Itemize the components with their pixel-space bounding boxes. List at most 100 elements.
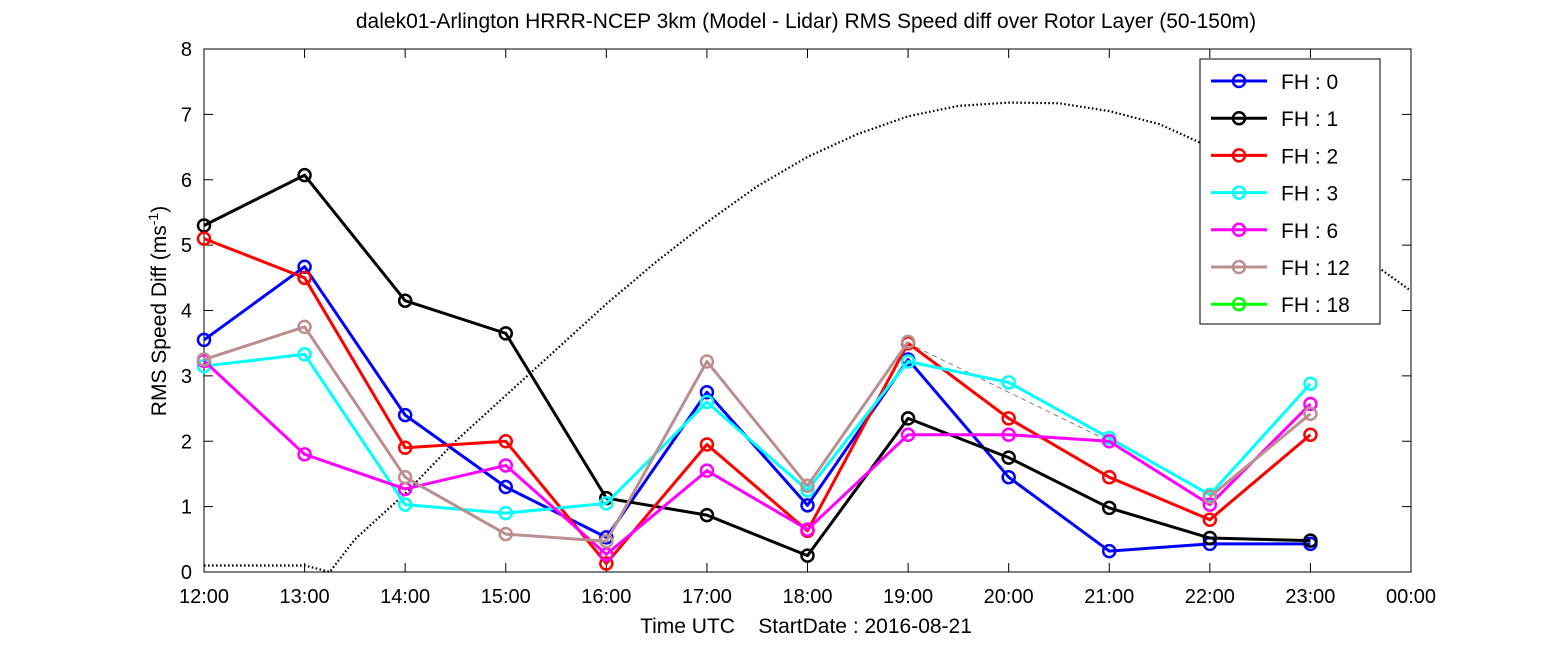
y-axis-label-sup: -1: [145, 213, 161, 226]
data-point: [297, 347, 312, 362]
data-point: [297, 167, 312, 183]
data-point: [800, 548, 815, 563]
data-point: [196, 231, 212, 246]
x-tick-label: 14:00: [380, 586, 430, 608]
legend: FH : 0 FH : 1 FH : 2 FH : 3 FH : 6 FH : 12 FH …: [1199, 58, 1381, 325]
legend-entry: FH : 1: [1211, 108, 1338, 131]
legend-entry: FH : 6: [1211, 220, 1338, 243]
y-axis-label: RMS Speed Diff (ms-1): [145, 206, 171, 416]
x-tick-label: 18:00: [782, 586, 832, 608]
legend-marker: [1231, 148, 1247, 163]
series-line: [1208, 412, 1312, 498]
data-point: [498, 526, 513, 542]
data-point: [800, 478, 815, 493]
data-point: [397, 469, 413, 485]
data-point: [1102, 434, 1117, 449]
data-point: [498, 326, 513, 341]
x-tick-labels: 12:00 13:00 14:00 15:00 16:00 17:00 18:00 19:00…: [179, 586, 1436, 608]
x-tick-label: 13:00: [280, 586, 330, 608]
legend-marker: [1231, 259, 1247, 275]
series-line: [203, 237, 1312, 566]
data-point: [1202, 497, 1218, 512]
x-tick-label: 19:00: [883, 586, 933, 608]
data-point: [599, 496, 614, 511]
data-point: [1202, 530, 1218, 546]
data-point: [498, 505, 513, 521]
data-point: [900, 411, 916, 426]
data-point: [1303, 406, 1318, 422]
data-point: [599, 556, 614, 571]
x-tick-label: 16:00: [581, 586, 631, 608]
legend-label: FH : 2: [1281, 145, 1338, 168]
y-tick-label: 6: [181, 170, 192, 192]
data-point: [699, 394, 715, 410]
y-axis-label-end: ): [148, 206, 171, 213]
x-axis-label: Time UTC StartDate : 2016-08-21: [640, 615, 972, 638]
legend-entry: FH : 0: [1211, 71, 1338, 94]
series-line: [203, 352, 1312, 515]
legend-label: FH : 6: [1281, 220, 1338, 243]
data-point: [1001, 469, 1016, 485]
x-tick-label: 12:00: [179, 586, 229, 608]
x-tick-label: 23:00: [1285, 586, 1335, 608]
data-point: [297, 319, 312, 335]
data-point: [800, 498, 815, 513]
legend-box: [1199, 58, 1381, 325]
series-line: [203, 325, 910, 543]
chart-title: dalek01-Arlington HRRR-NCEP 3km (Model -…: [356, 10, 1256, 33]
data-point: [1001, 427, 1016, 442]
y-tick-label: 0: [181, 562, 192, 584]
x-tick-label: 00:00: [1386, 586, 1436, 608]
data-point: [900, 334, 916, 350]
y-axis-label-main: RMS Speed Diff (ms: [148, 225, 171, 416]
y-tick-label: 5: [181, 235, 192, 257]
data-point: [1303, 533, 1318, 548]
x-tick-label: 21:00: [1084, 586, 1134, 608]
data-point: [699, 354, 715, 369]
data-point: [1102, 500, 1117, 516]
legend-marker: [1231, 73, 1247, 89]
data-point: [900, 354, 916, 369]
data-point: [1303, 376, 1318, 391]
legend-entry: FH : 2: [1211, 145, 1338, 168]
y-tick-label: 2: [181, 431, 192, 453]
data-point: [800, 522, 815, 537]
data-point: [297, 447, 312, 462]
data-point: [196, 352, 212, 367]
data-point: [498, 479, 513, 495]
data-point: [498, 458, 513, 473]
y-tick-label: 4: [181, 301, 192, 323]
data-point: [1202, 489, 1218, 505]
data-point: [1001, 411, 1016, 426]
data-point: [397, 407, 413, 423]
legend-label: FH : 3: [1281, 183, 1338, 206]
data-point: [196, 332, 212, 348]
data-point: [397, 440, 413, 456]
data-point: [1303, 396, 1318, 412]
series-fh-2: [196, 231, 1318, 571]
x-tick-label: 15:00: [481, 586, 531, 608]
x-tick-label: 17:00: [682, 586, 732, 608]
series-line: [203, 173, 1311, 558]
legend-entry: FH : 12: [1211, 257, 1350, 280]
legend-marker: [1231, 296, 1247, 312]
series-layer: [196, 167, 1318, 571]
y-tick-label: 1: [181, 497, 192, 519]
legend-marker: [1231, 185, 1247, 200]
data-point: [397, 497, 413, 512]
legend-marker: [1231, 222, 1247, 238]
series-fh-0: [196, 259, 1318, 559]
data-point: [1102, 543, 1117, 559]
legend-entry: FH : 3: [1211, 183, 1338, 206]
data-point: [699, 507, 715, 523]
legend-label: FH : 18: [1281, 294, 1350, 317]
data-point: [1001, 375, 1016, 390]
legend-label: FH : 0: [1281, 71, 1338, 94]
data-point: [1202, 512, 1218, 527]
data-point: [699, 463, 715, 478]
data-point: [397, 293, 413, 308]
axis-ticks: [203, 48, 1412, 573]
reference-dashed-line: [907, 342, 1110, 442]
series-fh-12: [196, 319, 1318, 549]
series-line: [202, 359, 1312, 556]
